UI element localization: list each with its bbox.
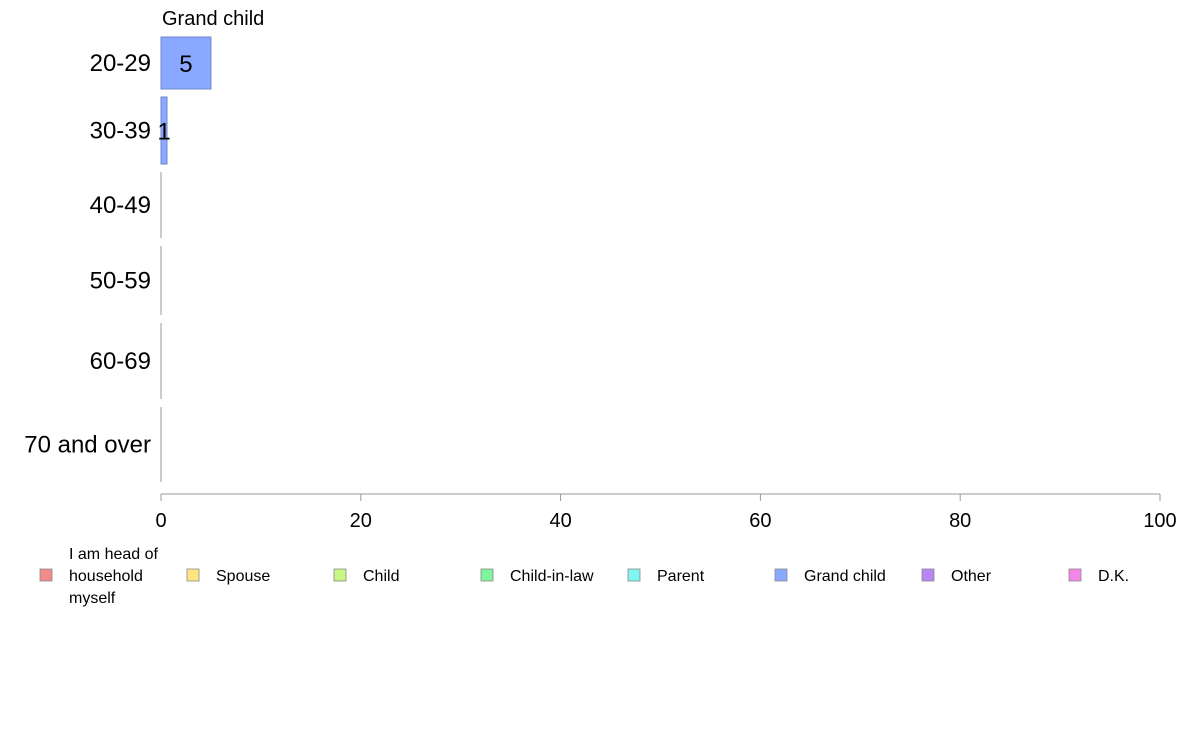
legend-label: Child-in-law [510,568,594,585]
legend-swatch [39,568,53,582]
panel-title: Grand child [162,8,264,30]
legend-swatch [774,568,788,582]
category-label: 30-39 [90,118,151,145]
bar-value-label: 5 [179,51,192,78]
legend-label: Other [951,568,992,585]
x-tick-label: 80 [949,510,971,532]
x-tick-label: 60 [749,510,771,532]
legend-label: Grand child [804,568,886,585]
legend-swatch [921,568,935,582]
category-label: 50-59 [90,268,151,295]
x-tick-label: 100 [1143,510,1176,532]
bar-segment [160,96,168,165]
legend-swatch [480,568,494,582]
x-tick-label: 40 [549,510,571,532]
category-label: 20-29 [90,50,151,77]
category-label: 60-69 [90,348,151,375]
category-label: 70 and over [24,432,151,459]
x-axis: 0 20 40 60 80 100 [155,493,1177,532]
legend-swatch [333,568,347,582]
legend-label: Spouse [216,568,270,585]
legend-label: I am head of household myself [69,546,159,607]
x-tick-label: 0 [155,510,166,532]
bars-group: 20-29 30-39 40-49 50-59 60-69 70 and over 5 1 [24,36,212,482]
legend-label: D.K. [1098,568,1129,585]
legend-swatch [627,568,641,582]
legend-label: Child [363,568,399,585]
category-label: 40-49 [90,192,151,219]
bar-segment [160,36,212,90]
legend-label: Parent [657,568,705,585]
bar-value-label: 1 [157,119,170,146]
legend-swatch [1068,568,1082,582]
x-tick-label: 20 [350,510,372,532]
legend-swatch [186,568,200,582]
legend: I am head of household myself Spouse Child Ch… [39,546,1129,607]
